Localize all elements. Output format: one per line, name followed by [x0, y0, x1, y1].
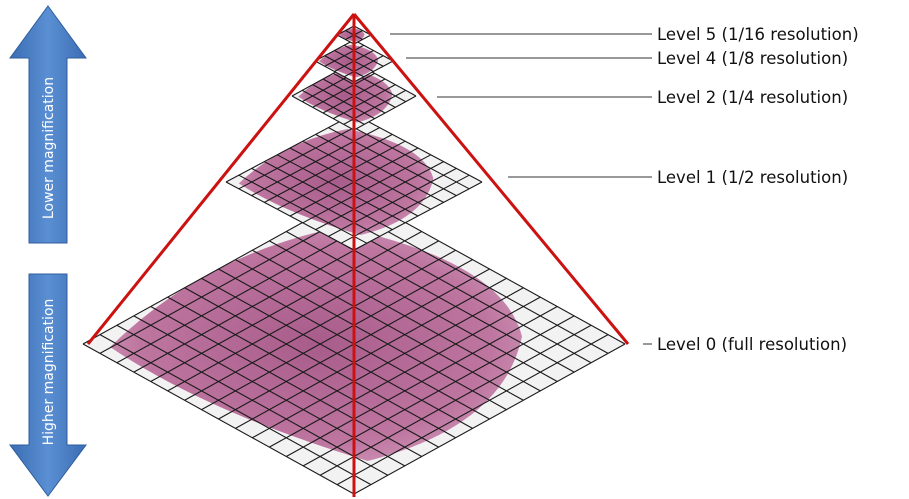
level-1-layer-grid-line	[251, 167, 380, 237]
level-5-label: Level 5 (1/16 resolution)	[657, 25, 859, 44]
level-0-layer-grid-line	[252, 287, 524, 439]
level-1-layer-tile-grid	[225, 113, 483, 251]
pyramid-right-edge	[352, 13, 630, 345]
level-0-layer-grid-line	[235, 277, 507, 429]
level-1-label: Level 1 (1/2 resolution)	[657, 168, 848, 187]
level-0-layer-grid-line	[150, 306, 423, 457]
lower-magnification-arrow: Lower magnification	[9, 5, 87, 244]
level-2-layer-grid-line	[291, 95, 355, 131]
level-2-layer	[291, 61, 417, 131]
level-2-layer-grid-line	[353, 95, 417, 131]
level-5-layer-grid-line	[353, 34, 372, 45]
pyramid-left-edge	[86, 13, 356, 345]
higher-magnification-arrow: Higher magnification	[9, 273, 87, 497]
level-0-layer-grid-line	[184, 287, 456, 439]
level-1-layer-grid-line	[225, 181, 355, 251]
level-1-layer-grid-line	[302, 154, 432, 224]
level-1-layer-grid-line	[340, 174, 470, 244]
lower-magnification-label: Lower magnification	[41, 77, 57, 219]
level-0-layer-grid-line	[336, 334, 609, 486]
level-1-layer-tissue	[238, 128, 434, 236]
level-0-layer-tissue	[110, 227, 523, 461]
level-0-label: Level 0 (full resolution)	[657, 335, 847, 354]
level-0-layer-grid-line	[319, 324, 592, 476]
level-4-label: Level 4 (1/8 resolution)	[657, 49, 848, 68]
level-0-layer-grid-line	[269, 296, 541, 448]
level-0-layer-grid-line	[99, 334, 372, 486]
level-1-layer-grid-line	[353, 181, 483, 251]
higher-magnification-label: Higher magnification	[41, 299, 57, 446]
level-1-layer-grid-line	[276, 154, 406, 224]
level-0-layer-grid-line	[285, 306, 558, 457]
level-5-layer-tissue	[338, 27, 365, 43]
level-4-layer-grid-line	[324, 55, 365, 78]
level-0-layer-grid-line	[201, 277, 473, 429]
level-4-layer-grid-line	[314, 60, 355, 83]
level-4-layer-tissue	[318, 44, 379, 78]
level-4-layer	[314, 39, 394, 83]
level-5-layer-grid-line	[336, 34, 355, 45]
level-4-layer-grid-line	[353, 60, 394, 83]
level-0-layer-tile-grid	[82, 193, 626, 495]
level-0-layer-grid-line	[353, 343, 626, 495]
level-1-layer-grid-line	[328, 167, 457, 237]
level-1-layer-grid-line	[238, 174, 368, 244]
level-2-layer-tissue	[298, 69, 393, 123]
pyramid-layers	[82, 25, 626, 495]
level-0-layer-grid-line	[167, 296, 439, 448]
level-0-layer-grid-line	[116, 324, 389, 476]
level-0-layer-grid-line	[82, 343, 355, 495]
level-1-layer-grid-line	[264, 161, 393, 231]
level-0-layer-grid-line	[302, 315, 575, 467]
level-1-layer-grid-line	[315, 161, 444, 231]
level-0-layer-grid-line	[133, 315, 406, 467]
level-4-layer-grid-line	[343, 55, 384, 78]
level-2-label: Level 2 (1/4 resolution)	[657, 88, 848, 107]
pyramid-edges	[86, 13, 630, 497]
level-labels: Level 5 (1/16 resolution) Level 4 (1/8 r…	[390, 25, 859, 354]
